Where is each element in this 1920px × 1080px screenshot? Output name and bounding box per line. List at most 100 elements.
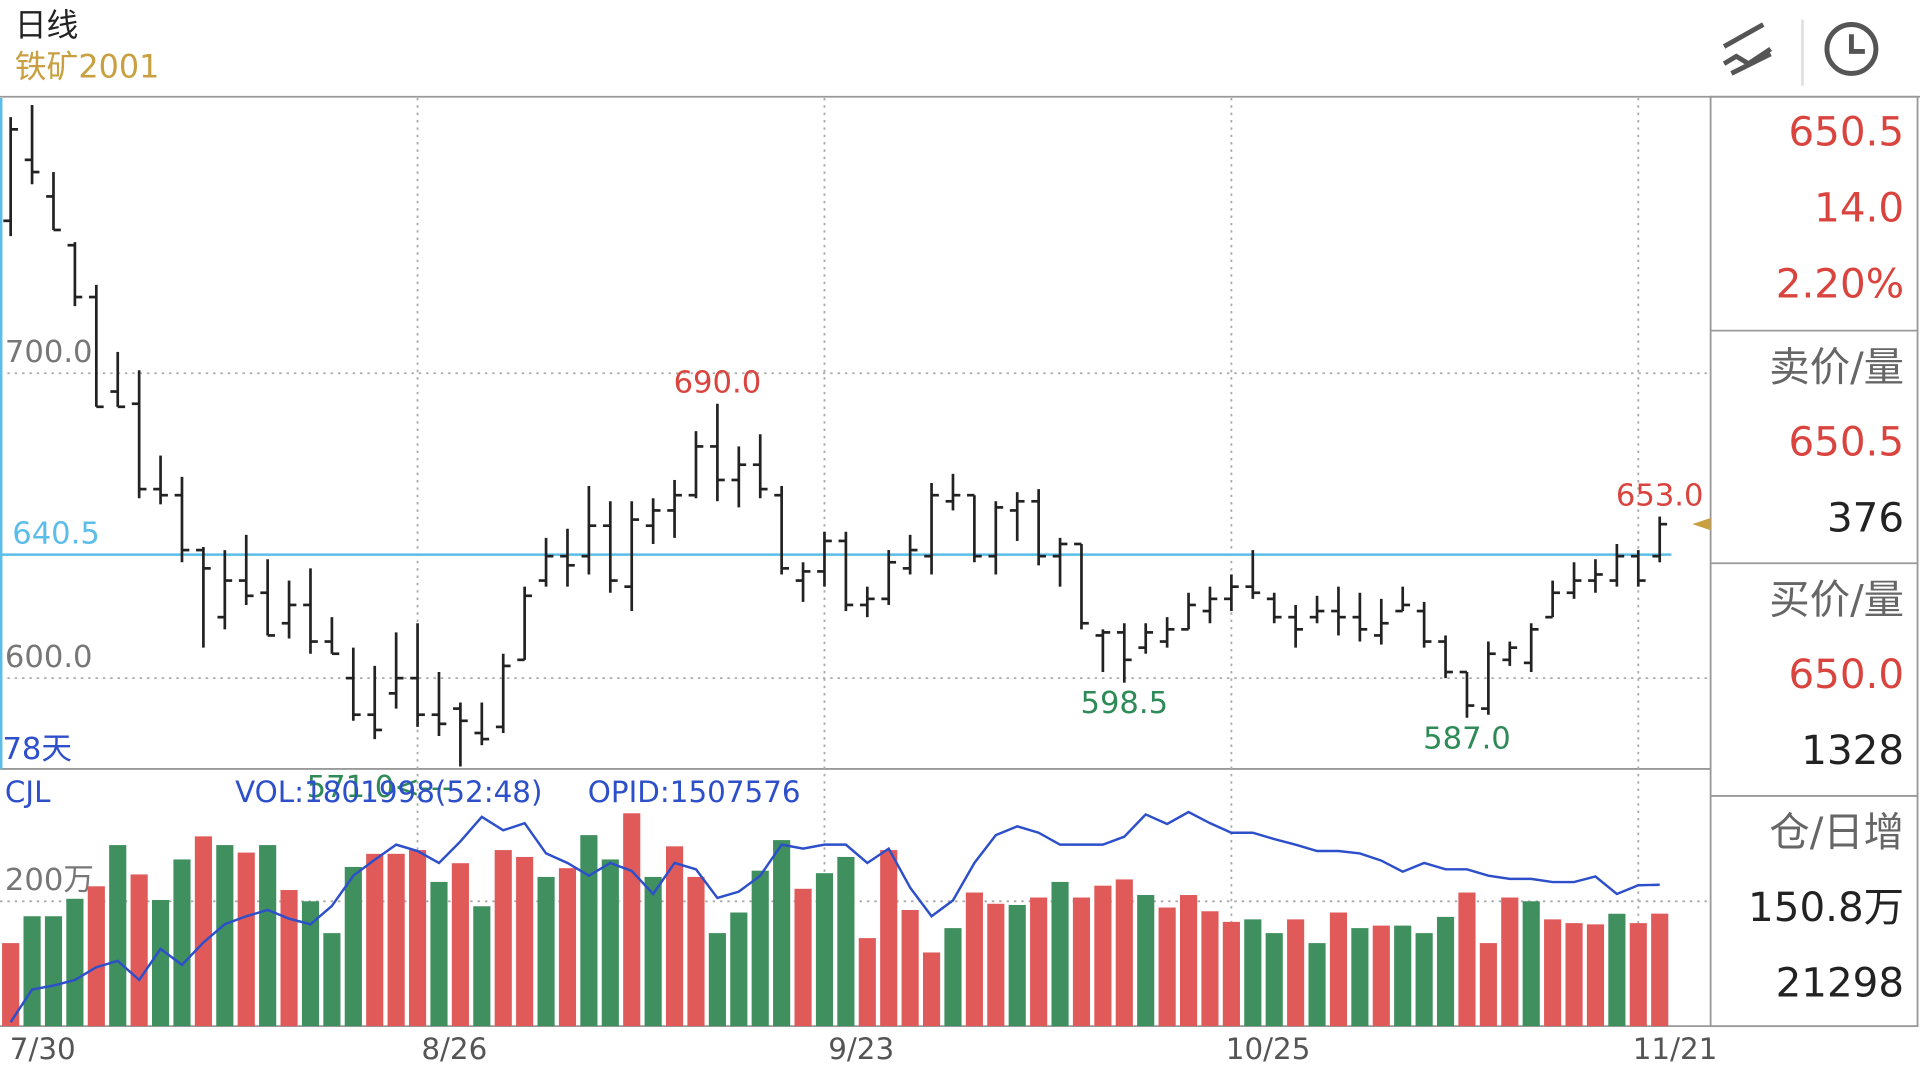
volume-bar (1415, 933, 1433, 1027)
volume-bar (44, 916, 63, 1027)
volume-bar (473, 906, 491, 1027)
volume-bar (259, 845, 277, 1027)
plot: 600.0 700.0 7/30 8/26 9/23 10/25 11/21 640.5 690… (0, 97, 1718, 1066)
icon (1722, 22, 1772, 76)
volume-bar (301, 901, 320, 1027)
ask-volume: 376 (1827, 493, 1904, 541)
volume-bar (773, 840, 791, 1027)
volume-bar (87, 886, 105, 1027)
volume-bar (280, 890, 298, 1027)
volume-bar (901, 910, 919, 1027)
y-tick-label: 600.0 (5, 640, 93, 675)
volume-bar (1137, 895, 1155, 1027)
bid-label: 买价/量 (1769, 575, 1904, 623)
volume-bar (451, 863, 469, 1027)
volume-bar (66, 898, 84, 1027)
volume-bar (1222, 921, 1240, 1027)
x-tick-label: 8/26 (421, 1032, 487, 1066)
volume-bar (1308, 943, 1326, 1027)
volume-bar (965, 892, 983, 1027)
last-price-marker (1692, 518, 1711, 531)
volume-bar (944, 928, 962, 1027)
volume-bar (1565, 923, 1583, 1027)
volume-bar (216, 845, 234, 1027)
x-tick-label: 10/25 (1226, 1032, 1311, 1066)
open-interest: 150.8万 (1748, 883, 1904, 931)
price-annotation: 587.0 (1423, 721, 1511, 756)
volume-bar (173, 859, 191, 1027)
ask-label: 卖价/量 (1769, 343, 1904, 391)
volume-bar (23, 916, 41, 1027)
volume-bar (1394, 925, 1412, 1027)
volume-bar (494, 850, 512, 1027)
volume-bar (109, 845, 127, 1027)
last-price: 650.5 (1788, 108, 1904, 156)
volume-bar (366, 853, 384, 1027)
chart-type-button[interactable] (1722, 22, 1772, 76)
volume-bar (408, 850, 427, 1027)
volume-bar (1179, 895, 1198, 1027)
volume-bar (1501, 897, 1519, 1027)
volume-bar (1651, 913, 1669, 1027)
volume-bar (644, 876, 662, 1027)
side-panel-text: 650.5 14.0 2.20% 卖价/量 650.5 376 买价/量 650… (1748, 108, 1904, 1007)
volume-bar (751, 870, 769, 1027)
volume-bar (1522, 901, 1540, 1027)
price-annotation: 690.0 (674, 366, 762, 401)
volume-bar (1244, 919, 1262, 1027)
volume-bar (1586, 924, 1605, 1027)
volume-bar (1479, 943, 1497, 1027)
ask-price: 650.5 (1788, 417, 1904, 465)
volume-bar (987, 903, 1005, 1027)
volume-bar (1158, 907, 1176, 1027)
volume-bar (1372, 925, 1390, 1027)
volume-bar (537, 876, 555, 1027)
time-button[interactable] (1824, 22, 1879, 76)
volume-bar (1458, 892, 1476, 1027)
volume-bar (880, 850, 898, 1027)
volume-bar (1115, 879, 1133, 1027)
volume-bar (387, 853, 405, 1027)
volume-bar (237, 852, 255, 1027)
x-tick-label: 11/21 (1633, 1032, 1718, 1066)
legend-entry: OPID:1507576 (588, 775, 801, 809)
price-annotation: 598.5 (1080, 686, 1168, 721)
volume-bar (794, 888, 812, 1027)
side-panel (1709, 95, 1919, 1028)
period-label: 78天 (2, 732, 72, 767)
volume-bar (687, 876, 705, 1027)
bid-volume: 1328 (1801, 726, 1904, 774)
volume-bar (1008, 905, 1026, 1027)
volume-bar (151, 900, 170, 1027)
volume-bar (1608, 913, 1626, 1027)
volume-bar (1094, 885, 1112, 1027)
volume-bar (558, 868, 577, 1027)
bid-price: 650.0 (1788, 650, 1904, 698)
volume-bar (130, 874, 148, 1027)
price-annotation: 571.0<--- (307, 770, 453, 805)
volume-bar (815, 873, 834, 1027)
legend-entry: VOL:1801998(52:48) (235, 775, 542, 809)
volume-bar (1072, 897, 1091, 1027)
volume-bar (708, 933, 726, 1027)
volume-bar (323, 933, 341, 1027)
opid-line (9, 810, 1660, 1023)
period: 日线 (15, 6, 79, 44)
reference-label: 640.5 (12, 517, 100, 552)
volume-bar (1265, 933, 1283, 1027)
change-pct: 2.20% (1776, 260, 1904, 308)
symbol: 铁矿2001 (15, 48, 160, 86)
volume-bar (1544, 919, 1562, 1027)
volume-bar (430, 881, 448, 1027)
oi-change: 21298 (1776, 959, 1905, 1007)
volume-bar (1051, 881, 1069, 1027)
volume-bar (194, 836, 212, 1027)
volume-bar (344, 866, 362, 1027)
volume-bar (580, 835, 598, 1027)
volume-bar (601, 859, 619, 1027)
price-annotation: 653.0 (1616, 478, 1704, 513)
volume-bar (623, 813, 641, 1027)
volume-bar (730, 912, 748, 1027)
